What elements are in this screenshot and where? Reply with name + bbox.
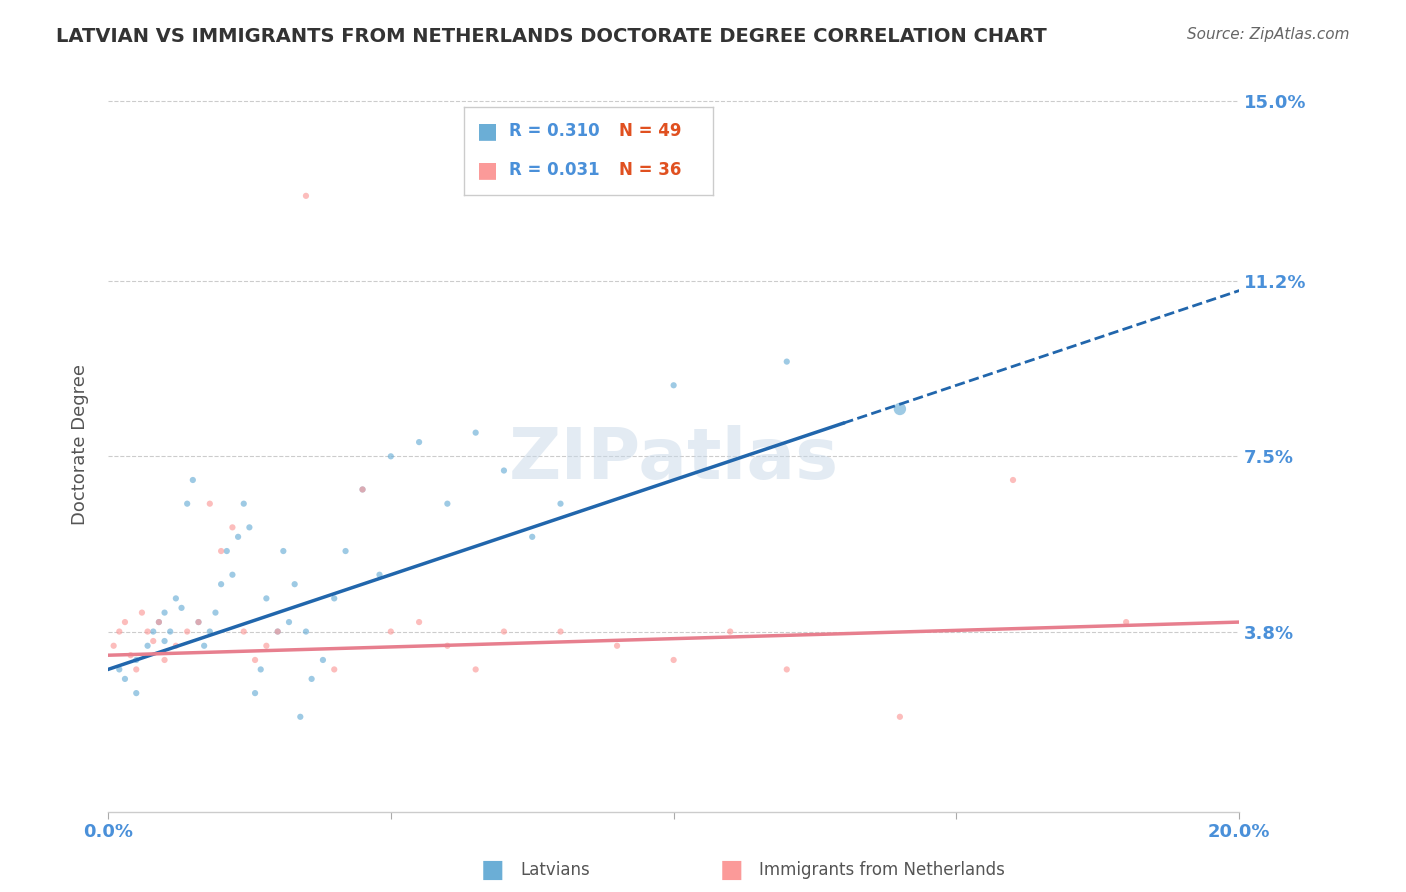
- Point: [662, 653, 685, 667]
- Point: [776, 354, 799, 368]
- Point: [221, 567, 243, 582]
- Point: [131, 606, 153, 620]
- Text: LATVIAN VS IMMIGRANTS FROM NETHERLANDS DOCTORATE DEGREE CORRELATION CHART: LATVIAN VS IMMIGRANTS FROM NETHERLANDS D…: [56, 27, 1047, 45]
- Point: [198, 497, 221, 511]
- Text: ZIPatlas: ZIPatlas: [509, 425, 839, 493]
- Point: [718, 624, 741, 639]
- Point: [142, 624, 165, 639]
- Point: [232, 497, 254, 511]
- Point: [273, 544, 295, 558]
- Point: [522, 530, 544, 544]
- Point: [226, 530, 249, 544]
- Point: [193, 639, 215, 653]
- Point: [165, 591, 187, 606]
- Point: [335, 544, 357, 558]
- Point: [254, 591, 277, 606]
- Point: [187, 615, 209, 629]
- Point: [380, 450, 402, 464]
- Point: [181, 473, 204, 487]
- Point: [153, 634, 176, 648]
- Point: [889, 710, 911, 724]
- Text: Latvians: Latvians: [520, 861, 591, 879]
- Point: [889, 401, 911, 416]
- Point: [776, 662, 799, 676]
- Point: [266, 624, 288, 639]
- Point: [232, 624, 254, 639]
- Point: [103, 639, 125, 653]
- Point: [662, 378, 685, 392]
- Text: ■: ■: [720, 858, 742, 881]
- Point: [243, 686, 266, 700]
- Point: [408, 615, 430, 629]
- Point: [176, 497, 198, 511]
- Point: [243, 653, 266, 667]
- Point: [125, 662, 148, 676]
- Point: [153, 606, 176, 620]
- Point: [550, 624, 572, 639]
- Point: [492, 463, 515, 477]
- Point: [108, 662, 131, 676]
- Point: [323, 662, 346, 676]
- Point: [295, 189, 318, 203]
- Point: [148, 615, 170, 629]
- Point: [209, 544, 232, 558]
- Point: [221, 520, 243, 534]
- Point: [238, 520, 260, 534]
- Point: [606, 639, 628, 653]
- Point: [142, 634, 165, 648]
- Point: [464, 662, 486, 676]
- Point: [114, 672, 136, 686]
- Y-axis label: Doctorate Degree: Doctorate Degree: [72, 364, 89, 525]
- Point: [136, 624, 159, 639]
- Point: [176, 624, 198, 639]
- Point: [295, 624, 318, 639]
- Point: [266, 624, 288, 639]
- Point: [249, 662, 271, 676]
- Point: [187, 615, 209, 629]
- Point: [492, 624, 515, 639]
- Point: [125, 653, 148, 667]
- Point: [153, 653, 176, 667]
- Point: [1001, 473, 1024, 487]
- Point: [290, 710, 312, 724]
- Text: ■: ■: [481, 858, 503, 881]
- Point: [209, 577, 232, 591]
- Point: [204, 606, 226, 620]
- Point: [159, 624, 181, 639]
- Point: [125, 686, 148, 700]
- Point: [323, 591, 346, 606]
- Text: Source: ZipAtlas.com: Source: ZipAtlas.com: [1187, 27, 1350, 42]
- Point: [436, 639, 458, 653]
- Point: [301, 672, 323, 686]
- Point: [148, 615, 170, 629]
- Point: [284, 577, 307, 591]
- Point: [215, 544, 238, 558]
- Point: [136, 639, 159, 653]
- Point: [352, 483, 374, 497]
- Point: [312, 653, 335, 667]
- Point: [170, 600, 193, 615]
- Point: [464, 425, 486, 440]
- Point: [408, 435, 430, 450]
- Point: [1115, 615, 1137, 629]
- Point: [278, 615, 301, 629]
- Point: [120, 648, 142, 663]
- Point: [114, 615, 136, 629]
- Point: [550, 497, 572, 511]
- Point: [352, 483, 374, 497]
- Point: [368, 567, 391, 582]
- Point: [254, 639, 277, 653]
- Text: Immigrants from Netherlands: Immigrants from Netherlands: [759, 861, 1005, 879]
- Point: [380, 624, 402, 639]
- Point: [165, 639, 187, 653]
- Point: [198, 624, 221, 639]
- Point: [108, 624, 131, 639]
- Point: [436, 497, 458, 511]
